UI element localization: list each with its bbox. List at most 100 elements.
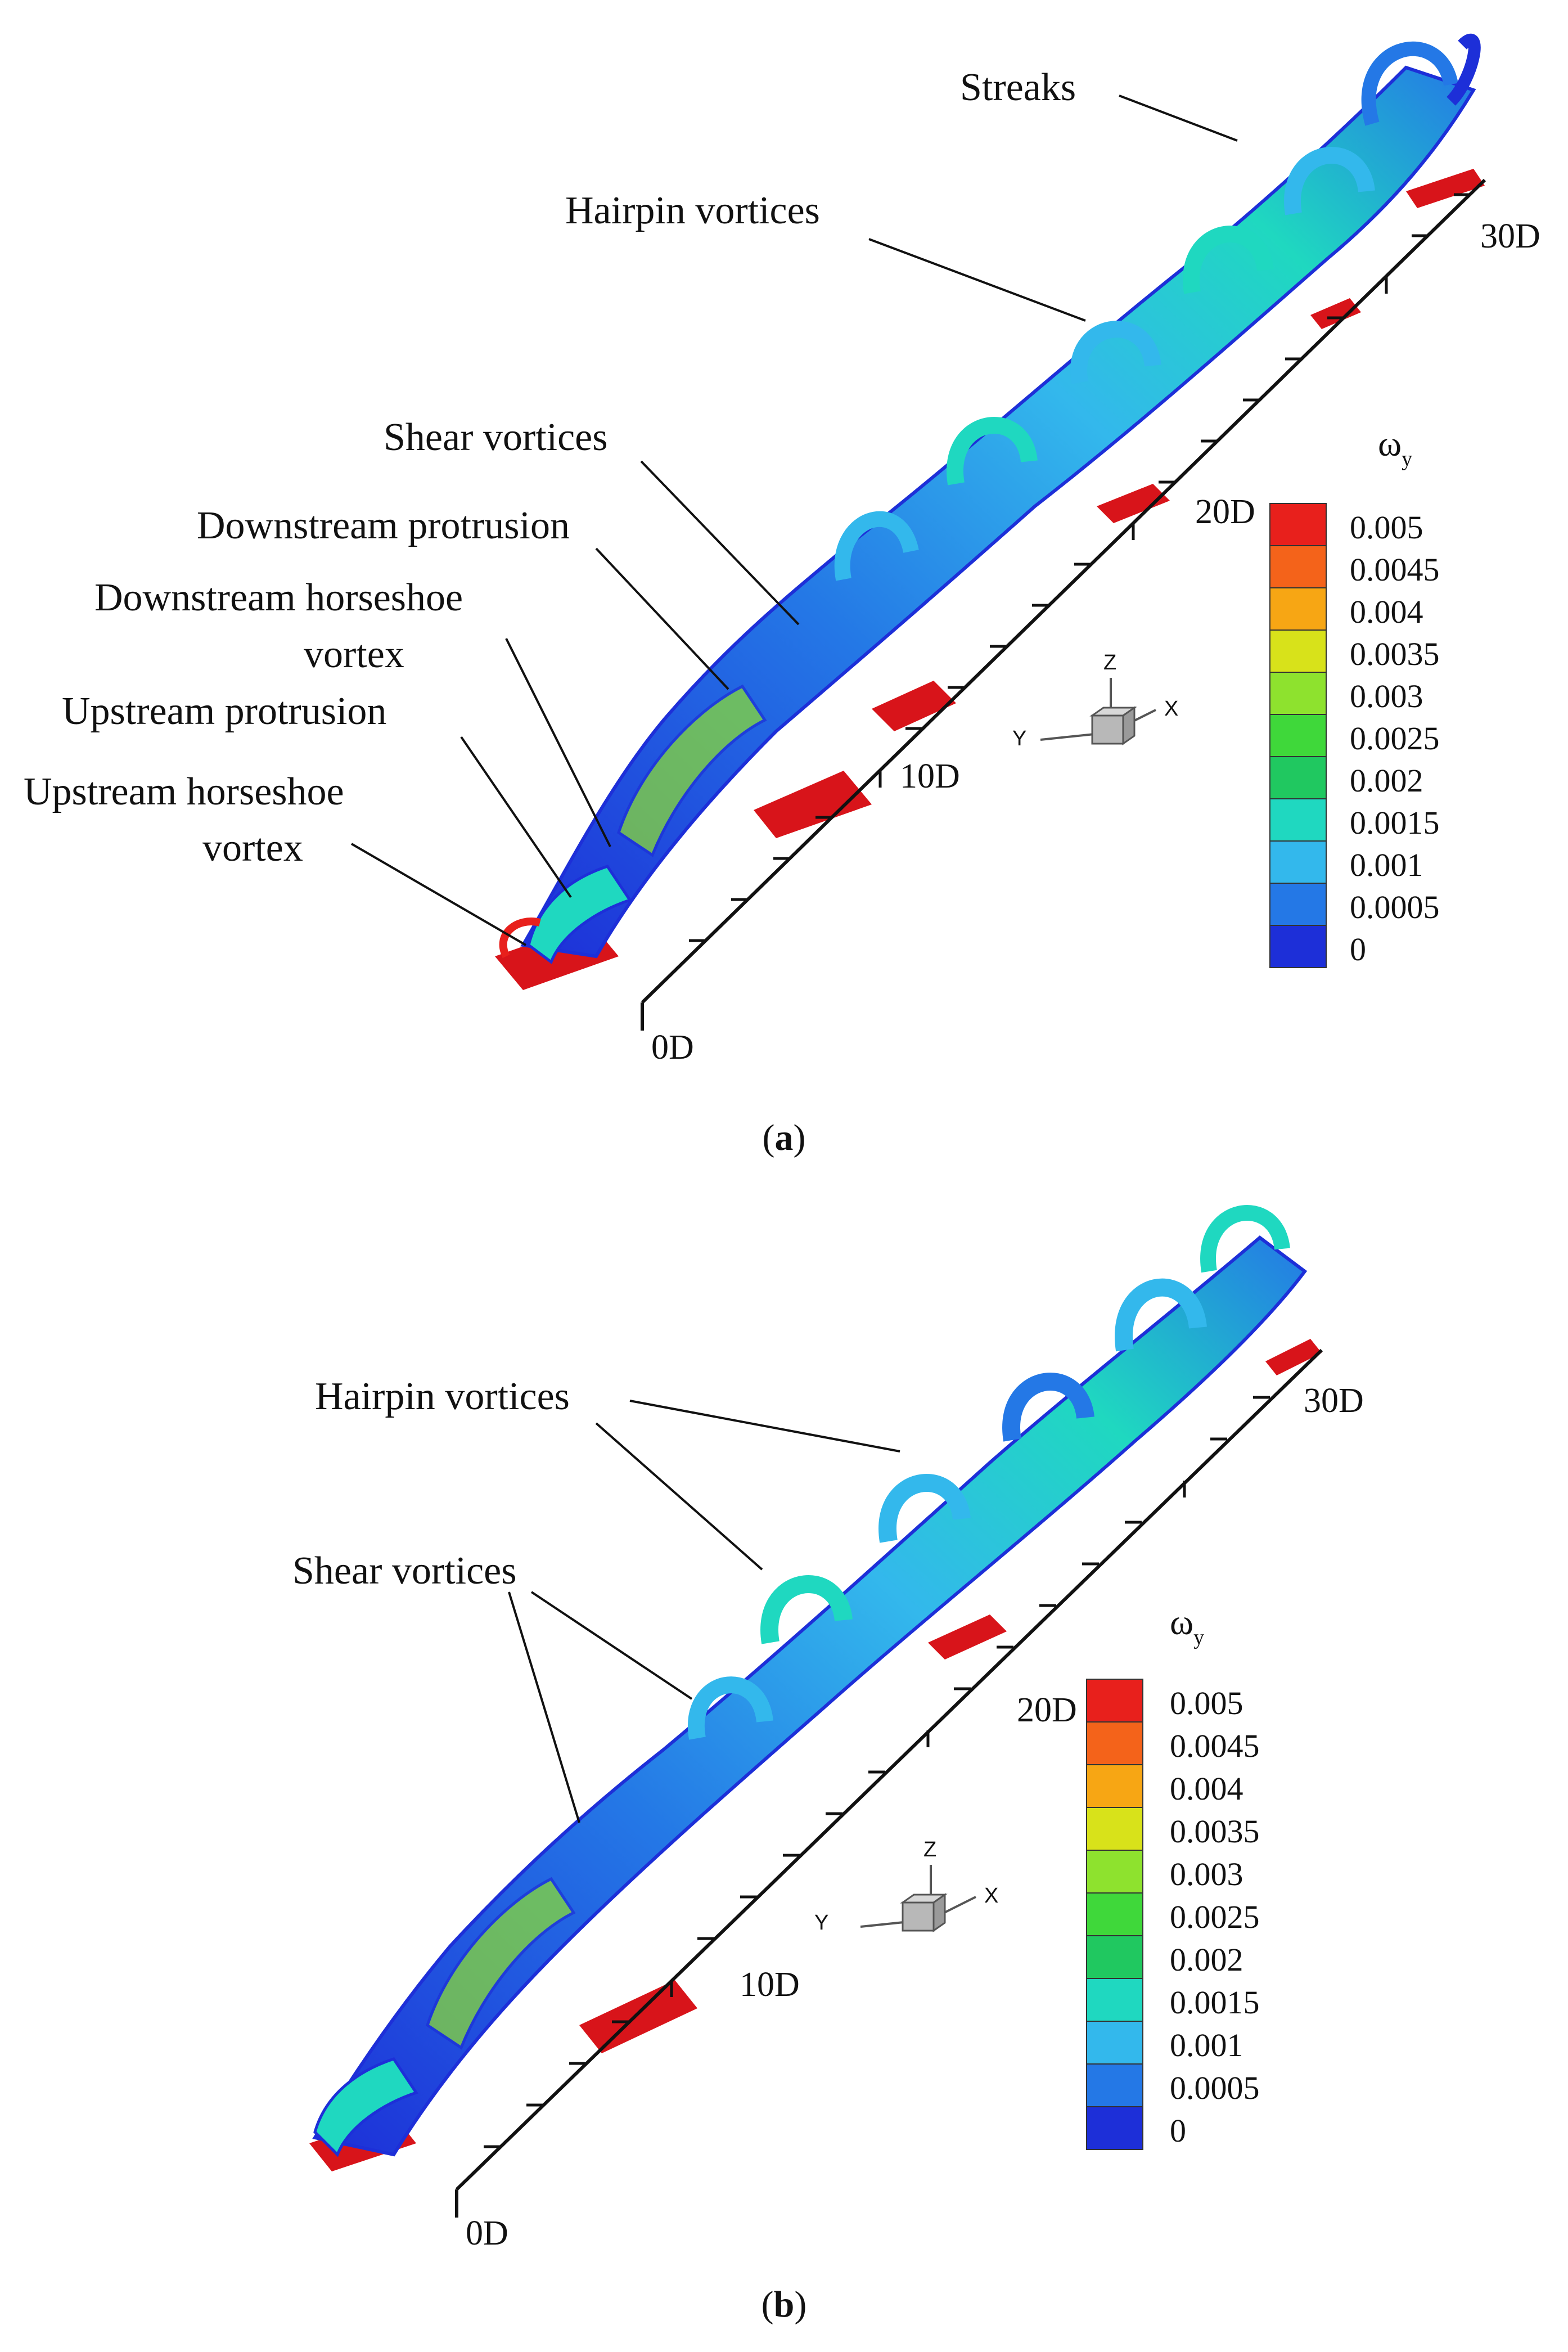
axis-triad-b: Z X Y — [814, 1838, 998, 1935]
hairpin-loop — [1002, 1373, 1094, 1442]
tick-label-0D: 0D — [466, 2214, 508, 2252]
axis-label-z: Z — [923, 1838, 936, 1861]
shadow-patch — [928, 1615, 1007, 1660]
hairpin-loop — [1115, 1278, 1207, 1352]
legend-swatches — [1269, 503, 1327, 968]
hairpin-loop — [834, 511, 919, 581]
legend-swatch — [1086, 1978, 1143, 2022]
legend-label: 0.0005 — [1170, 2070, 1260, 2106]
legend-label: 0.0005 — [1350, 889, 1440, 925]
legend-swatch — [1269, 503, 1327, 546]
legend-swatch — [1086, 1764, 1143, 1808]
legend-swatch — [1269, 798, 1327, 842]
legend-label: 0.001 — [1170, 2027, 1243, 2063]
shadow-patch — [1265, 1339, 1322, 1375]
annotation-shear-vortices: Shear vortices — [292, 1549, 516, 1593]
legend-swatch — [1269, 756, 1327, 799]
legend-label: 0.002 — [1350, 762, 1423, 799]
axis-triad-a: Z X Y — [1012, 651, 1178, 750]
panel-a: 0D 10D 20D 30D Streaks Hairpin vortices … — [24, 34, 1540, 1158]
legend-swatch — [1086, 2106, 1143, 2150]
legend-label: 0.0015 — [1170, 1984, 1260, 2021]
legend-label: 0.0015 — [1350, 804, 1440, 841]
axis-label-x: X — [1164, 697, 1178, 721]
legend-label: 0.0025 — [1350, 720, 1440, 757]
legend-swatch — [1269, 840, 1327, 884]
streak — [1446, 34, 1481, 106]
annotation-upstream-horseshoe: Upstream horseshoe — [24, 770, 344, 813]
legend-swatch — [1086, 1935, 1143, 1979]
legend-label: 0.0035 — [1350, 636, 1440, 672]
hairpin-loop — [1284, 147, 1375, 215]
shadow-patch — [872, 681, 956, 731]
horseshoe-vortex — [499, 918, 541, 959]
legend-swatch — [1269, 714, 1327, 757]
leader-lines-a — [350, 95, 1238, 946]
leader-lines-b — [508, 1400, 900, 1823]
legend-label: 0 — [1170, 2112, 1186, 2149]
streamwise-axis-a: 0D 10D 20D 30D — [641, 178, 1540, 1067]
vortex-body — [520, 65, 1476, 959]
axis-label-y: Y — [1012, 727, 1026, 750]
shadow-patch — [579, 1980, 697, 2053]
hairpin-loop — [947, 417, 1038, 485]
annotation-downstream-horseshoe: Downstream horseshoe — [94, 576, 463, 619]
tick-label-10D: 10D — [900, 757, 960, 795]
legend-swatch — [1269, 545, 1327, 588]
legend-swatch — [1269, 672, 1327, 715]
legend-label: 0.003 — [1170, 1856, 1243, 1892]
shadow-patch — [1406, 169, 1485, 208]
legend-label: 0.005 — [1170, 1685, 1243, 1721]
shadow-patch — [1310, 298, 1361, 329]
vortex-structure-a — [495, 34, 1485, 990]
annotation-downstream-protrusion: Downstream protrusion — [197, 504, 570, 547]
legend-label: 0.0045 — [1350, 551, 1440, 588]
legend-swatch — [1269, 883, 1327, 926]
annotation-hairpin-vortices: Hairpin vortices — [565, 189, 820, 232]
legend-label: 0.004 — [1170, 1770, 1243, 1807]
vortex-structure-b — [309, 1205, 1322, 2171]
legend-title: ωy — [1378, 424, 1412, 471]
legend-label: 0 — [1350, 931, 1366, 968]
annotation-upstream-horseshoe-vortex: vortex — [202, 826, 303, 870]
legend-label: 0.0045 — [1170, 1728, 1260, 1764]
shadow-patch — [754, 771, 872, 838]
legend-swatch — [1269, 587, 1327, 631]
axis-label-y: Y — [814, 1911, 828, 1935]
tick-label-0D: 0D — [651, 1028, 694, 1067]
vortex-body — [312, 1235, 1308, 2157]
legend-swatch — [1269, 925, 1327, 968]
legend-title: ωy — [1170, 1602, 1204, 1649]
legend-swatch — [1086, 1850, 1143, 1894]
legend-swatch — [1269, 629, 1327, 673]
shadow-patch — [1097, 484, 1170, 523]
axis-label-z: Z — [1103, 651, 1116, 674]
legend-label: 0.001 — [1350, 847, 1423, 883]
hairpin-loop — [1361, 41, 1458, 126]
legend-labels: 0.005 0.0045 0.004 0.0035 0.003 0.0025 0… — [1350, 509, 1440, 968]
legend-label: 0.004 — [1350, 593, 1423, 630]
panel-caption-a: (a) — [763, 1117, 806, 1158]
legend-swatches — [1086, 1679, 1143, 2150]
tick-label-20D: 20D — [1195, 493, 1255, 531]
annotation-upstream-protrusion: Upstream protrusion — [62, 690, 386, 733]
tick-label-30D: 30D — [1480, 217, 1540, 255]
tick-label-20D: 20D — [1017, 1691, 1077, 1729]
legend-label: 0.0035 — [1170, 1813, 1260, 1850]
upstream-protrusion — [313, 2057, 418, 2157]
legend-label: 0.0025 — [1170, 1899, 1260, 1935]
panel-caption-b: (b) — [762, 2284, 807, 2325]
hairpin-loop — [878, 1474, 971, 1543]
hairpin-loop — [1183, 226, 1274, 294]
annotation-shear-vortices: Shear vortices — [384, 416, 607, 459]
legend-swatch — [1086, 1892, 1143, 1936]
legend-label: 0.005 — [1350, 509, 1423, 546]
hairpin-loop — [760, 1575, 853, 1644]
tick-label-10D: 10D — [740, 1966, 800, 2004]
panel-b: 0D 10D 20D 30D Hairpin vortices Shear vo… — [292, 1205, 1364, 2325]
legend-swatch — [1086, 2021, 1143, 2065]
annotation-downstream-horseshoe-vortex: vortex — [304, 633, 404, 676]
annotation-hairpin-vortices: Hairpin vortices — [315, 1375, 570, 1418]
legend-swatch — [1086, 1807, 1143, 1851]
legend-a: ωy 0.005 0.0045 0.004 0.0035 0.003 0.002… — [1269, 424, 1440, 968]
